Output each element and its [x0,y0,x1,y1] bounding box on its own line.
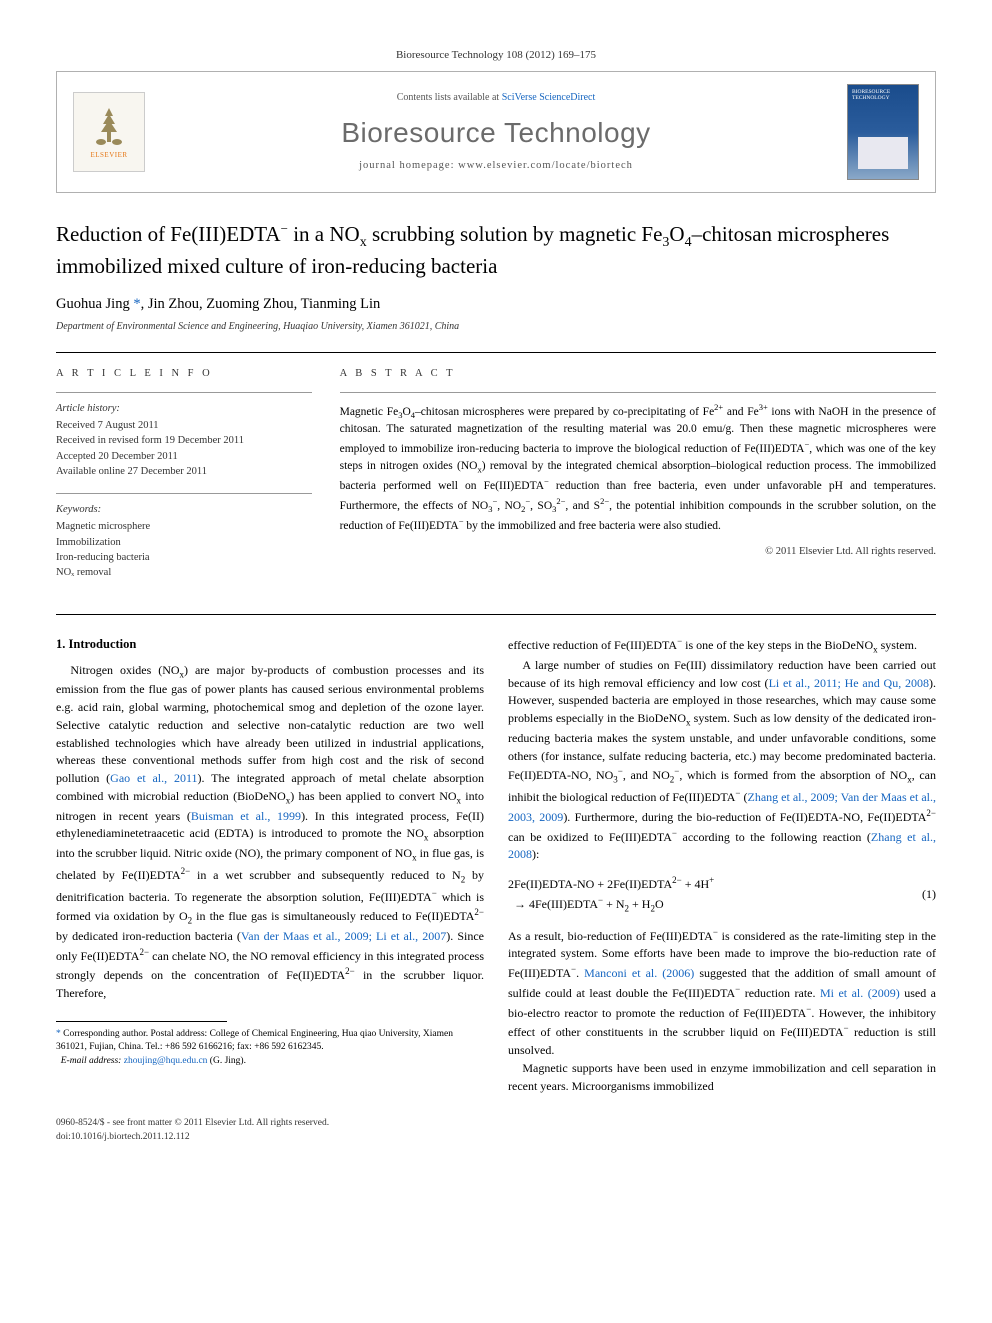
contents-line: Contents lists available at SciVerse Sci… [161,91,831,105]
equation-number: (1) [904,886,936,904]
intro-para-right-2: As a result, bio-reduction of Fe(III)EDT… [508,926,936,1096]
history-line: Received 7 August 2011 [56,418,312,433]
abstract-text: Magnetic Fe3O4–chitosan microspheres wer… [340,401,936,535]
page-footer: 0960-8524/$ - see front matter © 2011 El… [56,1117,936,1144]
section-divider [56,614,936,615]
footer-left: 0960-8524/$ - see front matter © 2011 El… [56,1117,329,1144]
intro-heading: 1. Introduction [56,635,484,654]
intro-para-left: Nitrogen oxides (NOx) are major by-produ… [56,662,484,1003]
abstract-label: A B S T R A C T [340,367,936,382]
body-column-right: effective reduction of Fe(III)EDTA− is o… [508,635,936,1095]
sciencedirect-link[interactable]: SciVerse ScienceDirect [502,92,596,103]
elsevier-tree-icon [89,104,129,148]
journal-homepage: journal homepage: www.elsevier.com/locat… [161,159,831,174]
cover-title-text: BIORESOURCE TECHNOLOGY [852,89,914,101]
history-title: Article history: [56,401,312,416]
article-title: Reduction of Fe(III)EDTA− in a NOx scrub… [56,221,936,280]
equation-1: 2Fe(II)EDTA-NO + 2Fe(II)EDTA2− + 4H+ → 4… [508,874,936,915]
contents-prefix: Contents lists available at [397,92,502,103]
elsevier-text: ELSEVIER [90,151,127,161]
body-column-left: 1. Introduction Nitrogen oxides (NOx) ar… [56,635,484,1095]
elsevier-logo: ELSEVIER [73,92,145,172]
abstract-copyright: © 2011 Elsevier Ltd. All rights reserved… [340,545,936,560]
author-list: Guohua Jing *, Jin Zhou, Zuoming Zhou, T… [56,294,936,314]
article-info-label: A R T I C L E I N F O [56,367,312,382]
keyword: NOₓ removal [56,565,312,580]
journal-name: Bioresource Technology [161,113,831,152]
article-history: Article history: Received 7 August 2011 … [56,392,312,479]
keywords-block: Keywords: Magnetic microsphere Immobiliz… [56,493,312,580]
corresponding-author-footnote: * Corresponding author. Postal address: … [56,1028,484,1068]
affiliation: Department of Environmental Science and … [56,320,936,334]
keyword: Magnetic microsphere [56,519,312,534]
keyword: Immobilization [56,535,312,550]
intro-para-right-1: effective reduction of Fe(III)EDTA− is o… [508,635,936,864]
keywords-title: Keywords: [56,502,312,517]
history-line: Available online 27 December 2011 [56,464,312,479]
footnote-separator [56,1021,227,1022]
history-line: Received in revised form 19 December 201… [56,433,312,448]
equation-body: 2Fe(II)EDTA-NO + 2Fe(II)EDTA2− + 4H+ → 4… [508,874,904,915]
keyword: Iron-reducing bacteria [56,550,312,565]
history-line: Accepted 20 December 2011 [56,449,312,464]
journal-header: ELSEVIER Contents lists available at Sci… [56,71,936,193]
journal-cover-thumbnail: BIORESOURCE TECHNOLOGY [847,84,919,180]
top-citation: Bioresource Technology 108 (2012) 169–17… [56,48,936,63]
